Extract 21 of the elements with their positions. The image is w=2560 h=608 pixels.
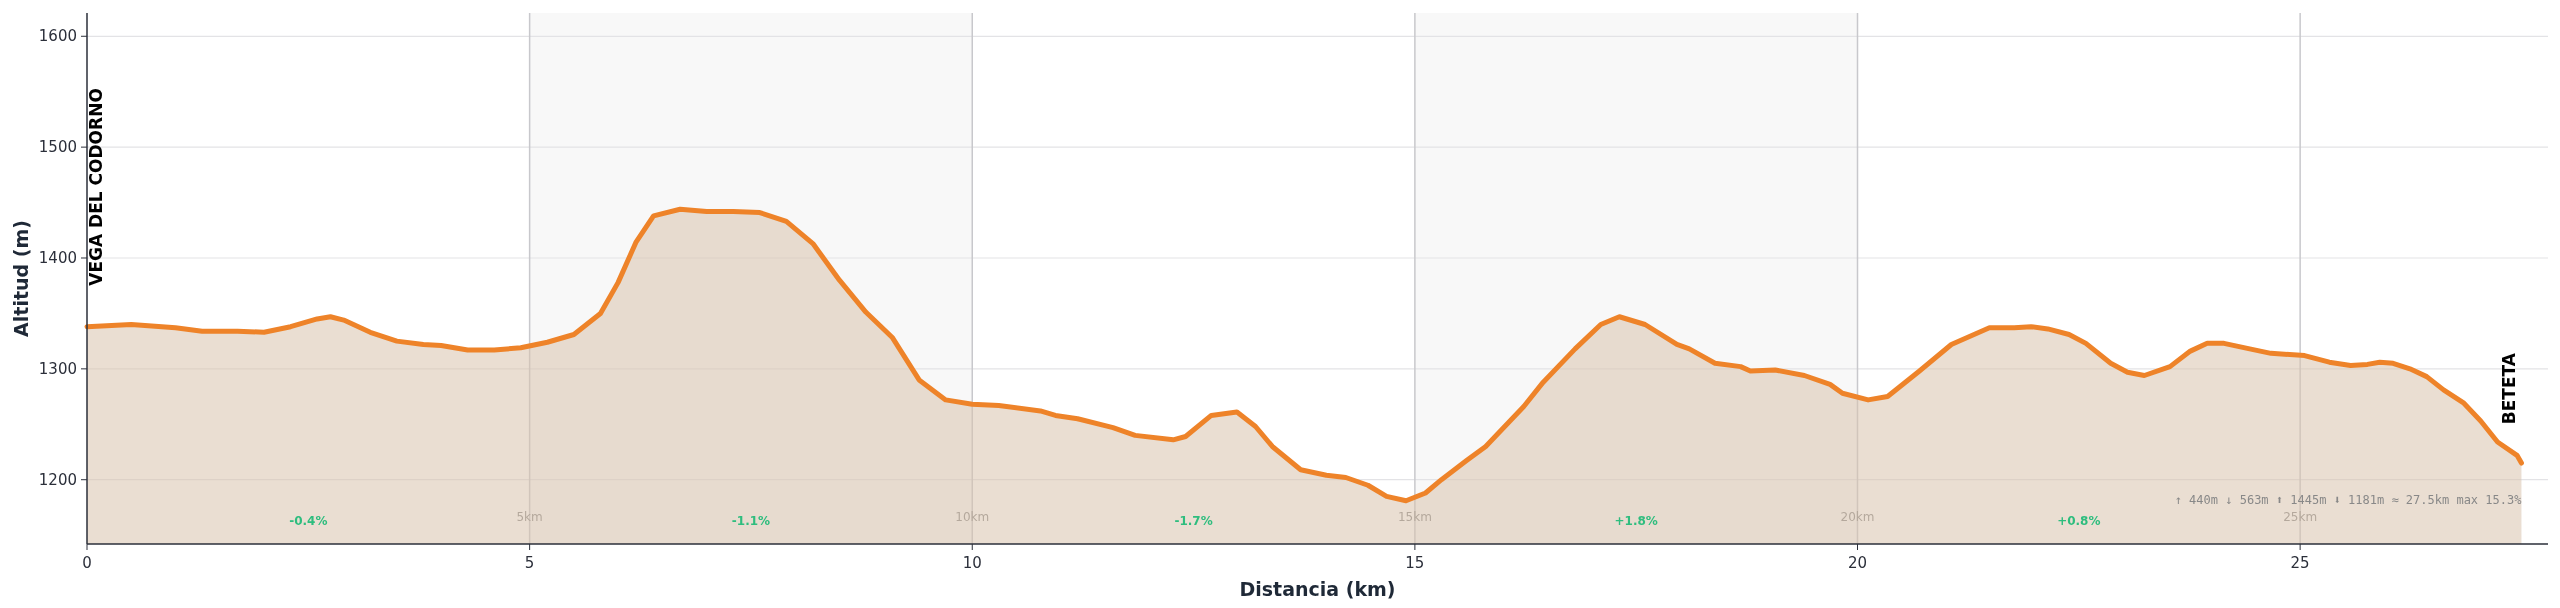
y-tick-label: 1400 bbox=[38, 248, 77, 267]
annotation: VEGA DEL CODORNO bbox=[86, 88, 106, 286]
annotation: -0.4% bbox=[289, 514, 328, 528]
y-tick-label: 1500 bbox=[38, 138, 77, 157]
y-axis-title: Altitud (m) bbox=[10, 220, 32, 337]
annotation: -1.7% bbox=[1174, 514, 1213, 528]
x-tick-label: 15 bbox=[1405, 554, 1425, 572]
x-tick-label: 5 bbox=[524, 554, 535, 572]
annotation: -1.1% bbox=[731, 514, 771, 528]
annotation: ↑ 440m ↓ 563m ⬆ 1445m ⬇ 1181m ≈ 27.5km max 15.3% bbox=[2174, 493, 2523, 507]
x-tick-label: 25 bbox=[2290, 554, 2310, 572]
x-axis-title: Distancia (km) bbox=[1239, 578, 1396, 600]
annotation: +1.8% bbox=[1614, 514, 1658, 528]
annotation: BETETA bbox=[2499, 352, 2520, 425]
x-tick-label: 0 bbox=[82, 554, 92, 572]
x-tick-label: 20 bbox=[1847, 554, 1868, 572]
y-tick-label: 1600 bbox=[38, 27, 77, 46]
x-tick-label: 10 bbox=[962, 554, 982, 572]
y-tick-label: 1300 bbox=[38, 359, 77, 378]
y-tick-label: 1200 bbox=[38, 470, 77, 489]
annotation: +0.8% bbox=[2057, 514, 2101, 528]
